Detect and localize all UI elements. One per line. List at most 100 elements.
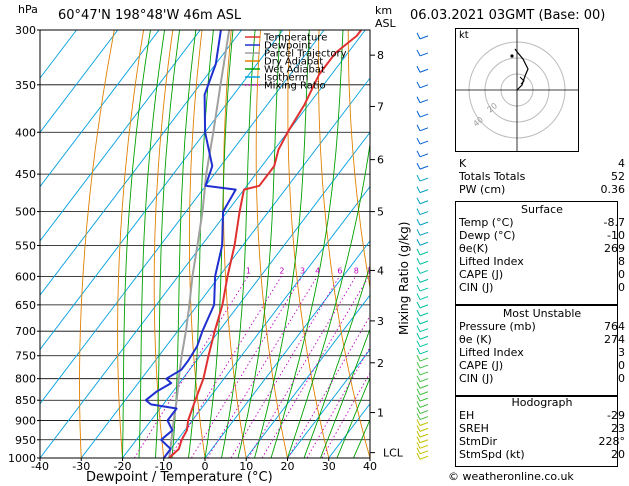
wind-barb [416, 137, 421, 145]
hodograph-key: SREH [459, 422, 489, 435]
wind-barb [416, 239, 421, 246]
wind-barb [419, 84, 429, 89]
wind-barb [419, 68, 429, 73]
surface-title: Surface [521, 203, 563, 216]
surface-table: Surface Temp (°C) -8.7 Dewp (°C) -10 θe(K) 26… [455, 203, 629, 294]
wind-barb [416, 186, 421, 193]
mixing-ratio-line [133, 276, 249, 458]
wind-barb [416, 258, 421, 265]
hodograph-value: 228° [598, 435, 626, 448]
wind-barb [416, 436, 421, 443]
wet-adiabat [204, 30, 234, 458]
wind-barb [416, 375, 421, 382]
pressure-tick-label: 350 [15, 79, 36, 92]
wind-barb [416, 218, 421, 226]
index-row: Totals Totals 52 [455, 170, 629, 183]
wind-barb [416, 32, 421, 40]
wet-adiabat [221, 30, 256, 458]
wind-barb [419, 140, 429, 145]
wind-barb [416, 333, 421, 340]
km-tick-label: 8 [377, 49, 384, 62]
wind-barb [416, 174, 421, 182]
mixing-ratio-line [230, 276, 340, 458]
hodograph-value: -29 [607, 409, 625, 422]
wind-barb [419, 350, 429, 355]
wind-barb [416, 124, 421, 132]
surface-key: θe(K) [459, 242, 489, 255]
wind-barb [416, 162, 421, 170]
wet-adiabat [303, 264, 370, 458]
wind-barb [416, 430, 421, 438]
pressure-tick-label: 700 [15, 325, 36, 338]
most-unstable-key: CIN (J) [459, 372, 494, 385]
wind-barb [419, 35, 429, 40]
temperature-tick-label: 40 [363, 460, 377, 473]
isotherm [287, 348, 370, 458]
dry-adiabat [117, 30, 145, 458]
km-tick-label: 1 [377, 407, 384, 420]
wind-barb [416, 442, 421, 449]
wind-barb [419, 335, 429, 340]
mixing-ratio-line [207, 276, 318, 458]
wind-barb [416, 301, 421, 309]
wind-barb [416, 229, 421, 236]
mixing-ratio-label: 8 [354, 266, 359, 275]
isotherm [163, 185, 370, 458]
wet-adiabat [270, 30, 344, 458]
wind-barb [416, 197, 421, 204]
most-unstable-value: 764 [604, 320, 625, 333]
wind-barb [416, 96, 421, 103]
temperature-tick-label: -30 [72, 460, 90, 473]
wind-barb [419, 189, 429, 194]
temperature-tick-label: 20 [281, 460, 295, 473]
hodograph-row: StmDir 228° [455, 435, 629, 448]
pressure-tick-label: 950 [15, 434, 36, 447]
temperature-tick-label: -20 [114, 460, 132, 473]
wind-barb [419, 371, 429, 376]
most-unstable-title: Most Unstable [502, 307, 582, 320]
wind-barb [416, 110, 421, 118]
index-value: 52 [611, 170, 625, 183]
wind-barb [419, 403, 429, 408]
mixing-ratio-line [261, 276, 370, 458]
wind-barb [419, 410, 429, 414]
km-tick-label: 2 [377, 357, 384, 370]
wind-barb [419, 364, 429, 369]
surface-value: -10 [607, 229, 625, 242]
mixing-ratio-label: Mixing Ratio (g/kg) [397, 221, 411, 335]
km-tick-label: 4 [377, 264, 384, 277]
wind-barb [419, 260, 429, 265]
pressure-tick-label: 600 [15, 270, 36, 283]
wind-barb [419, 304, 429, 309]
dry-adiabat [188, 30, 206, 458]
most-unstable-row: Lifted Index 3 [455, 346, 629, 359]
surface-key: Dewp (°C) [459, 229, 516, 242]
most-unstable-panel [455, 305, 618, 396]
legend-label: Mixing Ratio [264, 81, 326, 92]
wind-barb [419, 416, 429, 421]
surface-key: Temp (°C) [459, 216, 514, 229]
most-unstable-key: θe (K) [459, 333, 492, 346]
surface-key: CIN (J) [459, 281, 494, 294]
footer-copyright: © weatheronline.co.uk [448, 470, 574, 483]
wind-barb [419, 52, 429, 57]
most-unstable-value: 3 [618, 346, 625, 359]
pressure-tick-label: 650 [15, 299, 36, 312]
surface-value: -8.7 [603, 216, 625, 229]
wind-barb [416, 81, 421, 89]
surface-row: CAPE (J) 0 [455, 268, 629, 281]
temperature-tick-label: -10 [155, 460, 173, 473]
pressure-tick-label: 800 [15, 373, 36, 386]
surface-row: CIN (J) 0 [455, 281, 629, 294]
isotherm [204, 240, 370, 458]
wind-barb [416, 49, 421, 57]
temperature-tick-label: -40 [31, 460, 49, 473]
mixing-ratio-line [191, 276, 303, 458]
pressure-tick-label: 300 [15, 24, 36, 37]
wind-barb [419, 312, 429, 317]
wind-barb [416, 382, 421, 389]
mixing-ratio-label: 6 [337, 266, 342, 275]
isotherm [40, 30, 119, 134]
temperature-tick-label: 0 [202, 460, 209, 473]
most-unstable-value: 0 [618, 372, 625, 385]
